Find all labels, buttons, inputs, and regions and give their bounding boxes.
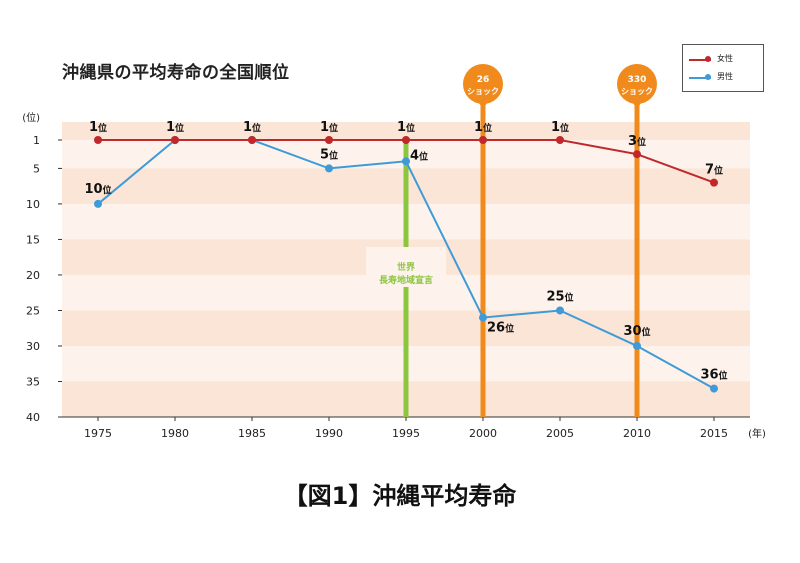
data-point-female (710, 178, 718, 187)
y-tick-label: 35 (26, 375, 40, 388)
data-label-female: 1位 (474, 120, 492, 135)
data-point-male (710, 384, 718, 393)
data-label-female: 1位 (89, 120, 107, 135)
data-label-male: 36位 (700, 368, 727, 383)
legend-entry-female: 女性 (689, 53, 763, 67)
legend-entry-male: 男性 (689, 71, 763, 85)
shock-label-text: ショック (621, 86, 653, 96)
data-point-female (325, 136, 333, 144)
data-point-female (479, 136, 487, 144)
data-label-male: 4位 (410, 148, 428, 163)
shock-label-number: 26 (477, 75, 490, 85)
shock-bubble-pointer (631, 100, 643, 109)
data-label-female: 1位 (320, 120, 338, 135)
y-tick-label: 10 (26, 198, 40, 211)
y-tick-label: 20 (26, 269, 40, 282)
data-point-female (633, 150, 641, 159)
x-tick-label: 1985 (238, 427, 266, 440)
data-point-female (402, 136, 410, 144)
data-point-male (479, 313, 487, 322)
data-label-female: 1位 (551, 120, 569, 135)
x-tick-label: 2015 (700, 427, 728, 440)
x-tick-label: 2010 (623, 427, 651, 440)
data-point-male (633, 341, 641, 350)
legend-label-female: 女性 (717, 54, 733, 63)
shock-label-number: 330 (628, 75, 647, 85)
legend: 女性 男性 (682, 44, 764, 92)
data-point-female (556, 136, 564, 144)
x-tick-label: 1975 (84, 427, 112, 440)
data-label-male: 30位 (623, 324, 650, 339)
figure-caption: 【図1】沖縄平均寿命 (283, 482, 517, 510)
data-point-male (325, 164, 333, 173)
declaration-label-line2: 長寿地域宣言 (379, 274, 433, 286)
y-tick-label: 1 (33, 134, 40, 147)
x-tick-label: 2005 (546, 427, 574, 440)
data-label-male: 5位 (320, 147, 338, 162)
data-label-male: 26位 (487, 321, 514, 336)
y-axis-label: (位) (22, 111, 40, 124)
y-tick-label: 40 (26, 411, 40, 424)
y-tick-label: 30 (26, 340, 40, 353)
x-tick-label: 1990 (315, 427, 343, 440)
data-label-female: 1位 (166, 120, 184, 135)
data-label-female: 7位 (705, 163, 723, 178)
data-point-male (94, 199, 102, 208)
x-tick-label: 2000 (469, 427, 497, 440)
data-point-male (402, 157, 410, 166)
data-point-female (171, 136, 179, 144)
data-label-male: 25位 (546, 289, 573, 304)
data-point-female (248, 136, 256, 144)
y-tick-label: 5 (33, 162, 40, 175)
legend-swatch-male (689, 77, 711, 79)
data-label-female: 1位 (397, 120, 415, 135)
legend-dot-male (705, 74, 711, 80)
data-labels: 1位 1位 1位 1位 1位 1位 1位 3位 7位 10位 5位 4位 26位 25位 30位 36位 (84, 120, 727, 383)
legend-swatch-female (689, 59, 711, 61)
shock-label-text: ショック (467, 86, 499, 96)
shock-bubble (617, 64, 657, 104)
legend-label-male: 男性 (717, 72, 733, 81)
data-point-female (94, 136, 102, 144)
band (62, 122, 750, 140)
x-tick-label: 1995 (392, 427, 420, 440)
data-point-male (556, 306, 564, 315)
shock-bubble (463, 64, 503, 104)
declaration-label-bg (366, 247, 446, 287)
data-label-male: 10位 (84, 182, 111, 197)
data-label-female: 3位 (628, 134, 646, 149)
declaration-label-line1: 世界 (397, 261, 415, 273)
data-label-female: 1位 (243, 120, 261, 135)
x-tick-label: 1980 (161, 427, 189, 440)
x-axis-label: (年) (748, 427, 766, 440)
series-group (94, 136, 718, 393)
legend-dot-female (705, 56, 711, 62)
y-tick-label: 25 (26, 304, 40, 317)
shock-bubble-pointer (477, 100, 489, 109)
y-tick-label: 15 (26, 233, 40, 246)
chart-title: 沖縄県の平均寿命の全国順位 (62, 63, 290, 83)
